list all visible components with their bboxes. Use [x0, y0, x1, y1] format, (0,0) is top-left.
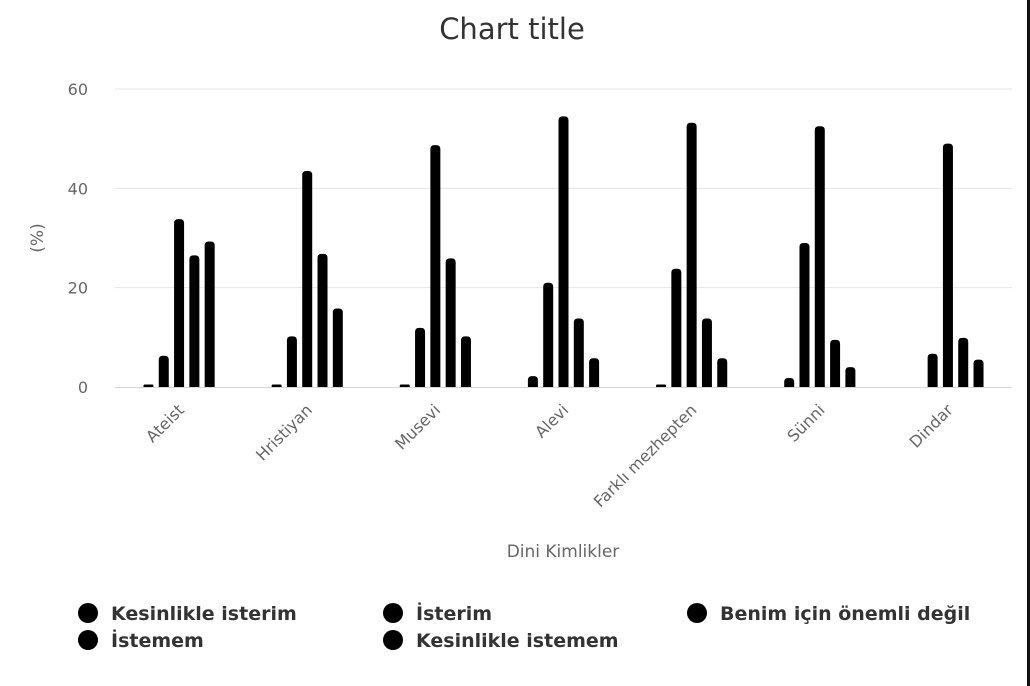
- bar-dindar-series-2[interactable]: [927, 353, 938, 387]
- bar-ateist-series-4[interactable]: [189, 255, 200, 387]
- bar-ateist-series-5[interactable]: [204, 241, 215, 387]
- bar-alevi-series-3[interactable]: [558, 116, 569, 388]
- legend-item[interactable]: Kesinlikle istemem: [383, 630, 619, 652]
- bar-farklı-mezhepten-series-5[interactable]: [717, 358, 728, 387]
- bar-musevi-series-4[interactable]: [445, 258, 456, 387]
- bar-farklı-mezhepten-series-1[interactable]: [656, 384, 667, 387]
- x-tick-label: Sünni: [783, 400, 828, 445]
- legend-marker: [78, 630, 98, 650]
- x-tick-label: Ateist: [142, 400, 188, 446]
- bar-sünni-series-5[interactable]: [845, 367, 856, 387]
- bar-farklı-mezhepten-series-4[interactable]: [701, 318, 712, 387]
- legend: Kesinlikle isterim İsterim Benim için önem…: [78, 601, 970, 652]
- y-tick-label: 0: [78, 378, 88, 397]
- legend-marker: [383, 630, 403, 650]
- window-edge: [1027, 0, 1030, 686]
- bar-ateist-series-1[interactable]: [143, 384, 154, 387]
- chart-title: Chart title: [439, 12, 585, 46]
- x-axis-title: Dini Kimlikler: [507, 542, 620, 562]
- y-tick-label: 40: [68, 179, 88, 198]
- bar-alevi-series-1[interactable]: [527, 376, 538, 387]
- bar-hristiyan-series-1[interactable]: [271, 384, 282, 387]
- legend-item[interactable]: İstemem: [78, 628, 204, 652]
- legend-label: İsterim: [416, 601, 492, 625]
- bar-farklı-mezhepten-series-2[interactable]: [671, 268, 682, 387]
- legend-item[interactable]: Benim için önemli değil: [687, 603, 970, 625]
- bar-hristiyan-series-2[interactable]: [286, 336, 297, 387]
- bar-ateist-series-2[interactable]: [158, 355, 169, 387]
- y-axis-ticks: 0 20 40 60: [68, 80, 88, 397]
- bar-alevi-series-2[interactable]: [543, 282, 554, 387]
- legend-item[interactable]: Kesinlikle isterim: [78, 603, 297, 625]
- bar-musevi-series-2[interactable]: [415, 327, 426, 387]
- bar-sünni-series-4[interactable]: [830, 339, 841, 387]
- legend-label: Benim için önemli değil: [720, 603, 970, 625]
- bar-farklı-mezhepten-series-3[interactable]: [686, 122, 697, 388]
- bar-sünni-series-1[interactable]: [784, 378, 795, 387]
- bar-sünni-series-3[interactable]: [814, 126, 825, 387]
- y-tick-label: 60: [68, 80, 88, 99]
- legend-label: Kesinlikle isterim: [111, 603, 297, 625]
- y-axis-title: (%): [28, 223, 48, 252]
- bar-hristiyan-series-5[interactable]: [332, 308, 343, 387]
- bar-musevi-series-5[interactable]: [460, 336, 471, 387]
- bar-alevi-series-4[interactable]: [573, 318, 584, 387]
- bar-dindar-series-3[interactable]: [942, 143, 953, 387]
- legend-item[interactable]: İsterim: [383, 601, 492, 625]
- legend-marker: [78, 603, 98, 623]
- x-tick-label: Farklı mezhepten: [590, 400, 701, 511]
- bar-musevi-series-3[interactable]: [430, 145, 441, 387]
- x-tick-label: Alevi: [531, 400, 572, 441]
- x-tick-label: Dindar: [906, 400, 958, 452]
- x-axis-ticks: Ateist Hristiyan Musevi Alevi Farklı mezhept…: [142, 400, 957, 511]
- bar-dindar-series-5[interactable]: [973, 359, 984, 387]
- bar-hristiyan-series-4[interactable]: [317, 253, 328, 387]
- legend-marker: [687, 603, 707, 623]
- bars: [143, 116, 984, 388]
- bar-dindar-series-4[interactable]: [958, 337, 969, 387]
- bar-musevi-series-1[interactable]: [399, 384, 410, 387]
- bar-ateist-series-3[interactable]: [174, 219, 185, 387]
- x-tick-label: Hristiyan: [252, 400, 316, 464]
- bar-hristiyan-series-3[interactable]: [302, 170, 313, 387]
- y-tick-label: 20: [68, 279, 88, 298]
- x-tick-label: Musevi: [391, 400, 444, 453]
- bar-sünni-series-2[interactable]: [799, 242, 810, 387]
- legend-label: Kesinlikle istemem: [416, 630, 619, 652]
- legend-marker: [383, 603, 403, 623]
- legend-label: İstemem: [111, 628, 204, 652]
- bar-alevi-series-5[interactable]: [589, 358, 600, 387]
